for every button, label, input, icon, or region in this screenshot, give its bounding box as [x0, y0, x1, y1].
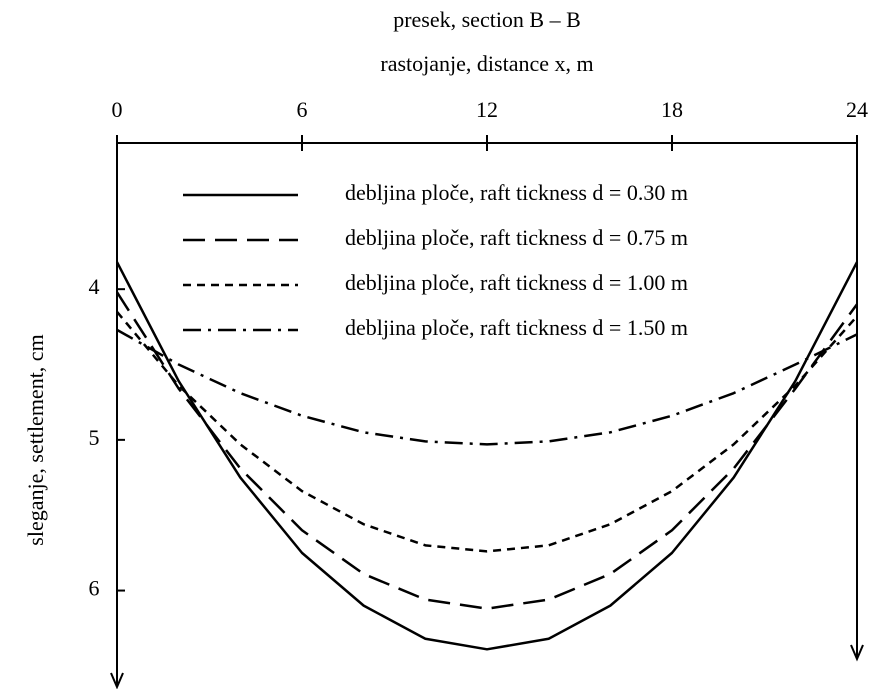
axis-arrow: [850, 644, 864, 662]
y-tick-label: 5: [89, 425, 100, 450]
series-line: [116, 310, 858, 553]
legend-label: debljina ploče, raft tickness d = 1.50 m: [345, 315, 688, 340]
series-line: [115, 261, 859, 651]
x-tick-label: 0: [112, 97, 123, 122]
legend-label: debljina ploče, raft tickness d = 1.00 m: [345, 270, 688, 295]
legend-label: debljina ploče, raft tickness d = 0.30 m: [345, 180, 688, 205]
x-tick-label: 6: [297, 97, 308, 122]
y-tick-label: 6: [89, 576, 100, 601]
x-tick-label: 12: [476, 97, 498, 122]
y-tick-label: 4: [89, 274, 100, 299]
x-tick-label: 24: [846, 97, 868, 122]
chart-title: presek, section B – B: [393, 7, 581, 32]
x-axis-label: rastojanje, distance x, m: [380, 51, 593, 76]
series-line: [116, 328, 858, 446]
x-tick-label: 18: [661, 97, 683, 122]
axis-arrow: [110, 672, 124, 689]
legend-label: debljina ploče, raft tickness d = 0.75 m: [345, 225, 688, 250]
y-axis-label: sleganje, settlement, cm: [23, 334, 48, 545]
